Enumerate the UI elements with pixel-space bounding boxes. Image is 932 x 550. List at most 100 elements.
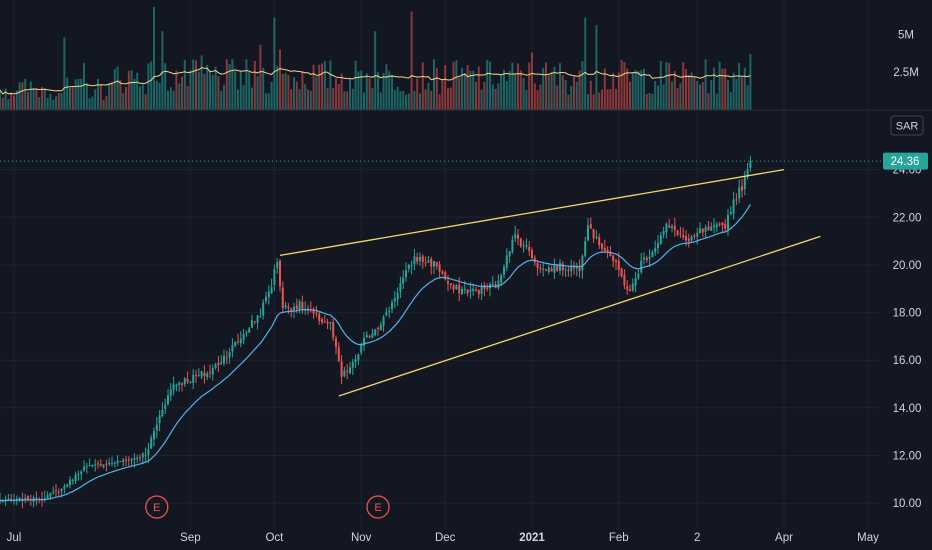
candle-body (295, 305, 298, 310)
volume-bar (80, 78, 83, 110)
candle-body (587, 225, 589, 241)
candle-body (197, 374, 200, 376)
volume-bar (673, 71, 676, 110)
volume-bar (29, 81, 32, 110)
volume-bar (141, 84, 144, 110)
price-tick-label: 18.00 (893, 308, 922, 320)
volume-bar (503, 69, 505, 110)
currency-badge-box (890, 115, 924, 136)
candle-body (441, 271, 444, 274)
candle-body (584, 241, 587, 256)
volume-bar (645, 93, 648, 110)
volume-bar (94, 89, 97, 110)
ema-line (0, 204, 751, 502)
candle-body (102, 464, 105, 468)
candle-body (508, 251, 511, 257)
volume-bar (119, 80, 122, 110)
candle-body (279, 260, 281, 287)
candle-body (682, 235, 685, 238)
volume-bar (578, 70, 581, 110)
candle-body (105, 463, 108, 465)
candle-body (192, 374, 195, 383)
volume-bar (326, 87, 329, 110)
candle-body (214, 364, 217, 368)
candle-body (662, 231, 665, 235)
volume-bar (153, 7, 155, 110)
volume-bar (391, 74, 393, 110)
candle-body (83, 466, 85, 471)
volume-bar (113, 68, 116, 110)
volume-bar (626, 68, 629, 110)
trendlines[interactable] (279, 169, 821, 397)
time-tick-label: 2 (694, 532, 700, 544)
volume-bar (637, 71, 640, 110)
volume-bar (466, 65, 469, 110)
candle-body (643, 257, 645, 260)
candle-body (377, 328, 379, 330)
volume-bar (206, 64, 209, 110)
volume-bar (715, 93, 718, 110)
volume-bar (357, 71, 360, 110)
candle-body (80, 471, 83, 475)
earnings-marker[interactable]: E (145, 495, 169, 519)
volume-bar (69, 88, 71, 110)
candle-body (49, 492, 52, 497)
volume-bar (727, 80, 729, 110)
volume-bar (584, 17, 587, 110)
trendline-lower[interactable] (338, 235, 821, 397)
candle-body (290, 308, 293, 311)
candle-body (671, 226, 673, 229)
volume-bar (223, 84, 225, 110)
candle-body (505, 255, 508, 268)
volume-bar (592, 94, 595, 110)
time-tick-label: Nov (351, 532, 372, 544)
volume-bar (654, 80, 657, 110)
volume-bar (195, 60, 197, 110)
candle-body (130, 459, 133, 461)
volume-bar (4, 88, 7, 110)
volume-bar (321, 63, 323, 110)
price-moving-average (0, 204, 751, 502)
candle-body (203, 372, 206, 377)
volume-bar (472, 70, 475, 110)
earnings-marker[interactable]: E (366, 495, 390, 519)
candle-body (326, 322, 329, 324)
candle-body (346, 370, 349, 372)
candle-body (321, 319, 323, 323)
candle-body (729, 212, 732, 214)
candle-body (234, 342, 237, 346)
candle-body (447, 281, 449, 284)
volume-bar (729, 92, 732, 110)
candle-body (393, 298, 396, 302)
candle-body (211, 367, 214, 375)
time-axis[interactable]: Jul Sep Oct Nov Dec 2021 Feb 2 Apr May (7, 532, 879, 544)
candle-body (718, 223, 721, 225)
volume-bar (385, 64, 388, 110)
volume-bar (18, 82, 21, 110)
candle-body (458, 284, 461, 294)
volume-bar (685, 68, 687, 110)
candle-body (741, 186, 743, 191)
volume-bar (643, 68, 645, 110)
candle-body (402, 277, 405, 284)
candle-body (609, 252, 612, 257)
volume-bar (304, 84, 307, 110)
candle-body (360, 345, 363, 353)
volume-bar (343, 91, 346, 110)
volume-bar (139, 86, 141, 110)
volume-bar (522, 77, 525, 110)
volume-bar (531, 52, 533, 110)
candle-body (301, 301, 304, 310)
candle-body (144, 454, 147, 456)
volume-bar (85, 83, 88, 110)
candlesticks (0, 156, 752, 509)
candle-body (69, 479, 71, 486)
candle-body (349, 367, 351, 374)
candle-body (256, 315, 259, 323)
volume-bar (340, 73, 343, 110)
volume-bar (60, 93, 63, 110)
trendline-upper[interactable] (279, 169, 785, 257)
candle-body (721, 222, 724, 226)
